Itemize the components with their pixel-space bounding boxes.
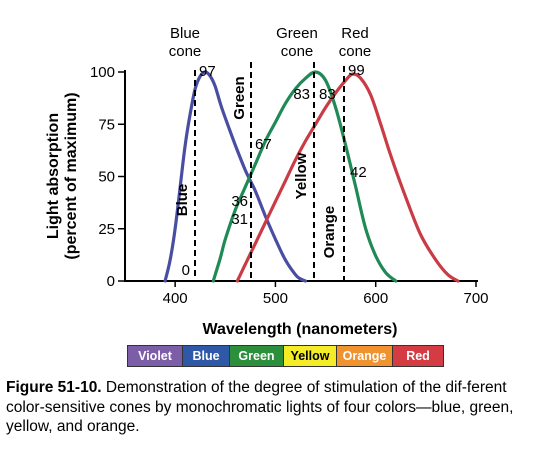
annotation-value: 83 <box>319 86 336 103</box>
marker-label-yellow: Yellow <box>293 152 310 199</box>
cone-label-green-sub: cone <box>281 43 314 60</box>
annotation-value: 97 <box>199 63 216 80</box>
cone-label-green: Green <box>276 25 318 42</box>
x-axis-title: Wavelength (nanometers) <box>203 321 398 338</box>
curve-blue-cone <box>163 70 308 283</box>
x-tick-label: 700 <box>463 290 488 307</box>
spectrum-blue: Blue <box>183 346 230 366</box>
annotation-value: 83 <box>293 86 310 103</box>
cone-label-blue: Blue <box>170 25 200 42</box>
absorption-chart: 0 25 50 75 100 400 500 600 700 Blue Green Yellow Or… <box>45 25 489 338</box>
y-tick-label: 50 <box>98 169 115 186</box>
color-spectrum-legend: Violet Blue Green Yellow Orange Red <box>127 345 444 367</box>
chart-axes: 0 25 50 75 100 400 500 600 700 <box>90 64 489 307</box>
marker-label-blue: Blue <box>174 184 191 217</box>
spectrum-green: Green <box>230 346 284 366</box>
annotation-value: 31 <box>231 211 248 228</box>
figure-label: Figure 51-10. <box>6 379 102 396</box>
curve-green-cone <box>211 70 398 283</box>
annotation-value: 99 <box>348 62 365 79</box>
caption-text: Demonstration of the degree of stimulati… <box>6 379 514 435</box>
annotation-value: 0 <box>182 262 190 279</box>
y-tick-label: 100 <box>90 64 115 81</box>
y-tick-label: 75 <box>98 116 115 133</box>
figure-caption: Figure 51-10. Demonstration of the degre… <box>6 378 534 437</box>
cone-label-red: Red <box>341 25 369 42</box>
marker-label-green: Green <box>231 76 248 119</box>
x-tick-label: 600 <box>363 290 388 307</box>
y-axis-title-line2: (percent of maximum) <box>63 92 80 259</box>
spectrum-yellow: Yellow <box>284 346 337 366</box>
spectrum-violet: Violet <box>128 346 183 366</box>
y-tick-label: 25 <box>98 221 115 238</box>
annotation-value: 67 <box>255 136 272 153</box>
y-tick-label: 0 <box>107 273 115 290</box>
spectrum-red: Red <box>393 346 443 366</box>
annotation-value: 36 <box>231 193 248 210</box>
spectrum-orange: Orange <box>337 346 393 366</box>
curve-red-cone <box>235 72 460 283</box>
marker-label-orange: Orange <box>321 206 338 259</box>
x-tick-label: 400 <box>163 290 188 307</box>
cone-label-blue-sub: cone <box>169 43 202 60</box>
annotation-value: 42 <box>350 164 367 181</box>
x-tick-label: 500 <box>263 290 288 307</box>
cone-label-red-sub: cone <box>339 43 372 60</box>
cone-curves <box>163 70 460 283</box>
wavelength-markers: Blue Green Yellow Orange <box>174 62 345 281</box>
y-axis-title-line1: Light absorption <box>45 113 62 239</box>
